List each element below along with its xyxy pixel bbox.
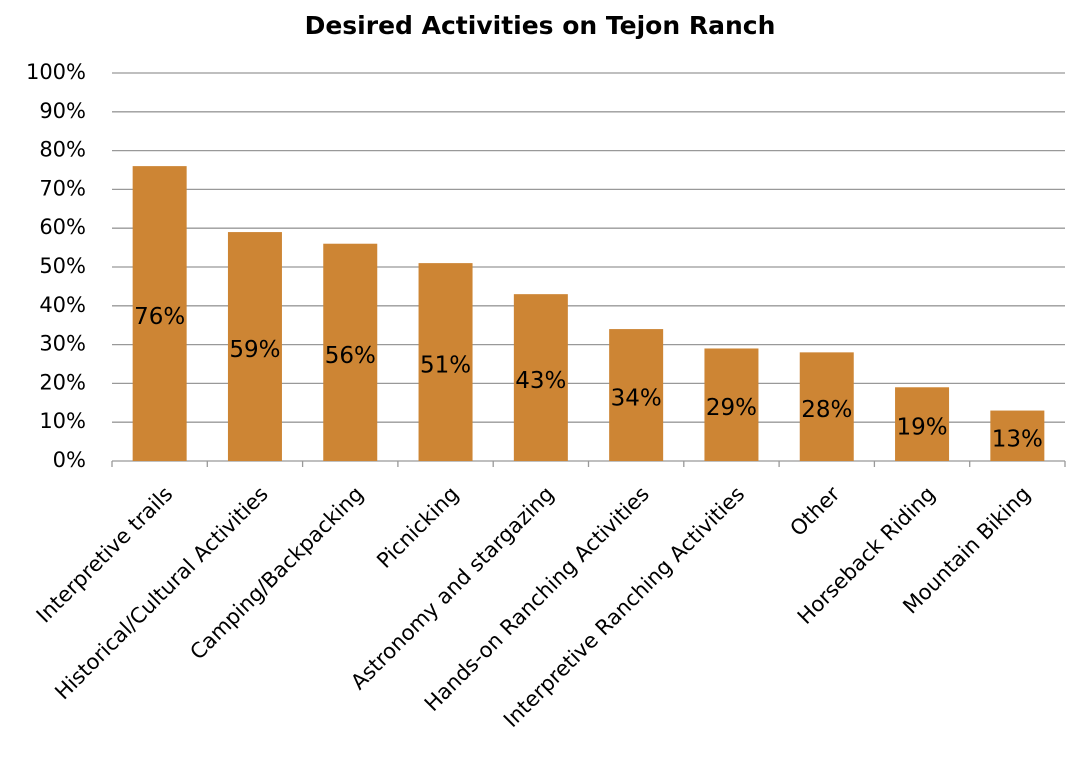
bar: [990, 410, 1045, 461]
data-label: 19%: [896, 415, 947, 441]
data-label: 34%: [611, 386, 662, 412]
bar: [513, 294, 568, 461]
bar: [799, 352, 854, 461]
y-tick-label: 50%: [39, 254, 86, 278]
data-label: 59%: [229, 337, 280, 363]
y-tick-label: 100%: [26, 60, 86, 84]
bar: [895, 387, 950, 461]
y-tick-label: 70%: [39, 176, 86, 200]
data-label: 56%: [325, 343, 376, 369]
x-tick-label: Astronomy and stargazing: [346, 482, 558, 694]
data-label: 13%: [992, 426, 1043, 452]
y-tick-label: 40%: [39, 293, 86, 317]
x-tick-label: Camping/Backpacking: [185, 482, 368, 665]
y-tick-label: 90%: [39, 99, 86, 123]
data-label: 28%: [801, 397, 852, 423]
data-label: 43%: [515, 368, 566, 394]
x-tick-label: Picnicking: [372, 482, 463, 573]
bar: [418, 263, 473, 461]
y-tick-label: 10%: [39, 409, 86, 433]
y-tick-label: 20%: [39, 370, 86, 394]
bar: [704, 348, 759, 461]
chart-title: Desired Activities on Tejon Ranch: [305, 11, 776, 40]
bar: [132, 166, 187, 461]
y-tick-label: 60%: [39, 215, 86, 239]
bar: [609, 329, 664, 461]
y-tick-label: 30%: [39, 332, 86, 356]
y-tick-label: 0%: [53, 448, 86, 472]
data-label: 51%: [420, 353, 471, 379]
x-tick-label: Other: [785, 482, 844, 541]
data-label: 29%: [706, 395, 757, 421]
bar: [323, 243, 378, 461]
bar: [227, 232, 282, 461]
data-label: 76%: [134, 304, 185, 330]
y-tick-label: 80%: [39, 138, 86, 162]
